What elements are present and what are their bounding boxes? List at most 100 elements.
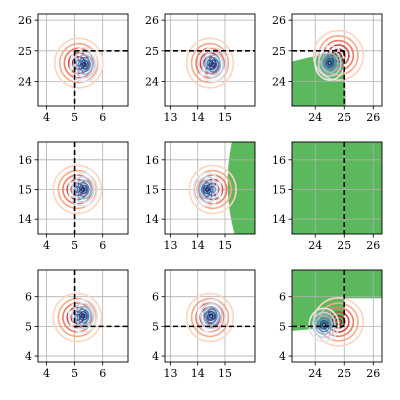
cool-contour (323, 55, 337, 71)
warm-contour (188, 164, 237, 215)
subplot-1-1: 13 14 15 14 15 16 (145, 141, 256, 252)
plot-area (38, 270, 128, 362)
x-tick-label: 15 (218, 111, 232, 124)
warm-contour (52, 164, 103, 215)
cool-contour (79, 59, 89, 70)
cool-contour (207, 310, 216, 322)
cool-contour (198, 179, 216, 200)
cool-contour (78, 310, 88, 322)
x-tick-label: 6 (99, 367, 106, 380)
y-tick-label: 25 (18, 45, 32, 58)
cool-contour (75, 54, 94, 75)
cool-contour (311, 311, 336, 339)
subplot-0-2: 24 25 26 24 25 26 (272, 13, 383, 124)
cool-contour (319, 319, 329, 330)
plot-area (38, 142, 128, 234)
y-tick-label: 25 (145, 45, 159, 58)
y-tick-label: 4 (152, 350, 159, 363)
cool-contour (202, 305, 220, 327)
axes-frame (37, 13, 129, 107)
feasible-region (292, 142, 382, 234)
y-tick-label: 6 (152, 291, 159, 304)
cool-contour (80, 313, 86, 319)
x-tick-label: 26 (366, 367, 380, 380)
cool-contour (210, 61, 216, 68)
cool-contour (325, 57, 335, 69)
cool-contour (201, 50, 225, 79)
cool-contour (76, 182, 90, 197)
cool-contour (196, 298, 227, 334)
y-tick-label: 14 (272, 213, 286, 226)
y-tick-label: 5 (152, 320, 159, 333)
x-tick-label: 13 (163, 111, 177, 124)
warm-contour (327, 311, 350, 333)
y-tick-label: 14 (145, 213, 159, 226)
cool-contour (204, 186, 210, 193)
cool-contour (204, 308, 218, 324)
cool-contour (317, 49, 342, 77)
y-tick-label: 4 (279, 350, 286, 363)
warm-contour (190, 297, 230, 338)
x-tick-label: 5 (71, 367, 78, 380)
cool-contour (71, 176, 95, 203)
axes-frame (164, 269, 256, 363)
x-tick-label: 24 (308, 111, 322, 124)
warm-contour (322, 306, 355, 338)
cool-contour (72, 50, 97, 79)
cool-contour (77, 56, 91, 73)
y-tick-label: 14 (18, 213, 32, 226)
x-tick-label: 14 (191, 111, 205, 124)
plot-area (165, 14, 255, 106)
subplot-2-1: 13 14 15 4 5 6 (152, 269, 256, 380)
x-tick-label: 26 (366, 239, 380, 252)
y-tick-label: 24 (145, 75, 159, 88)
x-tick-label: 15 (218, 367, 232, 380)
cool-contour (67, 172, 99, 207)
cool-contour (80, 186, 86, 193)
warm-contour (52, 292, 103, 343)
subplot-2-2: 24 25 26 4 5 6 (279, 269, 383, 380)
cool-contour (308, 307, 340, 343)
cool-contour (200, 302, 223, 330)
warm-contour (58, 42, 99, 84)
x-tick-label: 13 (163, 367, 177, 380)
cool-contour (208, 59, 218, 70)
y-tick-label: 6 (279, 291, 286, 304)
cool-contour (206, 56, 220, 73)
feasible-region (227, 142, 255, 234)
cool-contour (192, 172, 222, 207)
y-tick-label: 16 (18, 154, 32, 167)
x-tick-label: 5 (71, 111, 78, 124)
feasible-region (292, 270, 382, 331)
axes-frame (291, 13, 383, 107)
x-tick-label: 26 (366, 111, 380, 124)
subplot-2-0: 4 5 6 4 5 6 (25, 269, 129, 380)
cool-contour (74, 179, 92, 200)
y-tick-label: 5 (279, 320, 286, 333)
subplot-0-1: 13 14 15 24 25 26 (145, 13, 256, 124)
x-tick-label: 14 (191, 239, 205, 252)
subplot-1-0: 4 5 6 14 15 16 (18, 141, 129, 252)
plot-area (165, 270, 255, 362)
x-tick-label: 6 (99, 111, 106, 124)
x-tick-label: 4 (43, 111, 50, 124)
x-tick-label: 6 (99, 239, 106, 252)
cool-contour (198, 46, 228, 83)
warm-contour (193, 169, 232, 210)
y-tick-label: 15 (18, 183, 32, 196)
plot-area (292, 14, 382, 106)
cool-contour (208, 313, 214, 319)
axes-frame (291, 141, 383, 235)
warm-contour (185, 292, 235, 343)
warm-contour (312, 29, 365, 81)
y-tick-label: 16 (145, 154, 159, 167)
subplot-0-0: 4 5 6 24 25 26 (18, 13, 129, 124)
axes-frame (37, 141, 129, 235)
cool-contour (76, 308, 90, 324)
x-tick-label: 15 (218, 239, 232, 252)
cool-contour (320, 52, 339, 74)
axes-frame (291, 269, 383, 363)
x-tick-label: 24 (308, 239, 322, 252)
y-tick-label: 26 (272, 14, 286, 27)
